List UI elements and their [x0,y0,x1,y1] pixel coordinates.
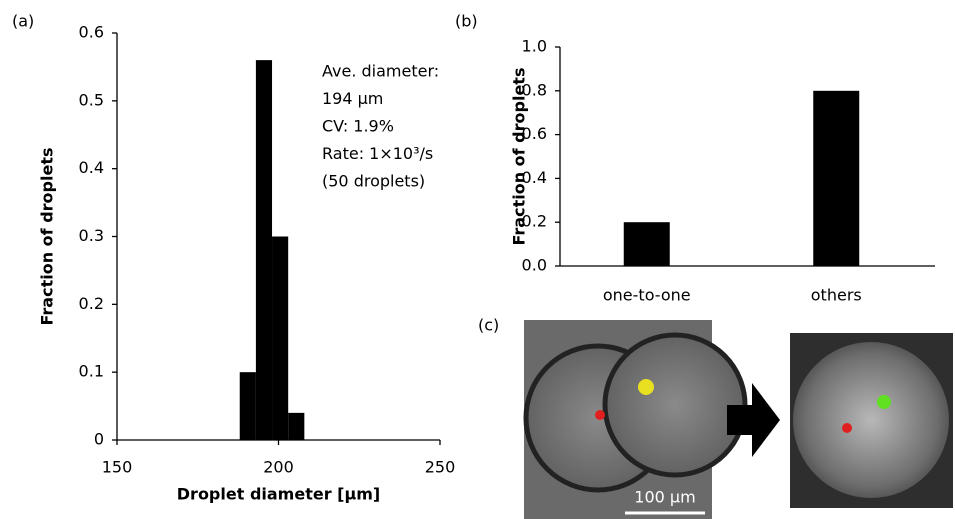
annotation: (50 droplets) [322,172,425,191]
annotation: CV: 1.9% [322,117,394,136]
x-tick-label: others [811,286,862,305]
bar [813,90,860,266]
y-tick-label: 0.1 [79,362,104,381]
y-axis-label: Fraction of droplets [510,68,529,246]
y-tick-label: 0 [94,430,104,449]
y-tick-label: 0.3 [79,226,104,245]
y-tick-label: 0.2 [79,294,104,313]
y-tick-label: 0.6 [522,124,547,143]
left-image [523,320,748,519]
x-tick-label: 200 [263,458,294,477]
annotation: 194 µm [322,89,383,108]
x-tick-label: 150 [102,458,133,477]
panel-label: (c) [478,316,499,335]
y-tick-label: 0.6 [79,23,104,42]
y-axis-label: Fraction of droplets [38,148,57,326]
x-tick-label: one-to-one [603,286,691,305]
annotation: Rate: 1×10³/s [322,144,433,163]
y-tick-label: 0.2 [522,212,547,231]
bar [272,236,289,440]
bar [288,412,305,440]
arrow [727,383,780,457]
y-tick-label: 0.8 [522,80,547,99]
bar [239,372,256,440]
bar [255,60,273,441]
x-axis-label: Droplet diameter [µm] [177,485,380,504]
y-tick-label: 0.4 [522,168,547,187]
y-tick-label: 0.4 [79,158,104,177]
panel-label: (b) [455,12,478,31]
annotation: Ave. diameter: [322,62,439,81]
right-image [790,333,953,508]
y-tick-label: 1.0 [522,37,547,56]
y-tick-label: 0.5 [79,90,104,109]
x-tick-label: 250 [425,458,456,477]
panel-label: (a) [12,12,34,31]
scale-bar-label: 100 µm [634,488,695,507]
y-tick-label: 0.0 [522,256,547,275]
bar [623,222,670,266]
